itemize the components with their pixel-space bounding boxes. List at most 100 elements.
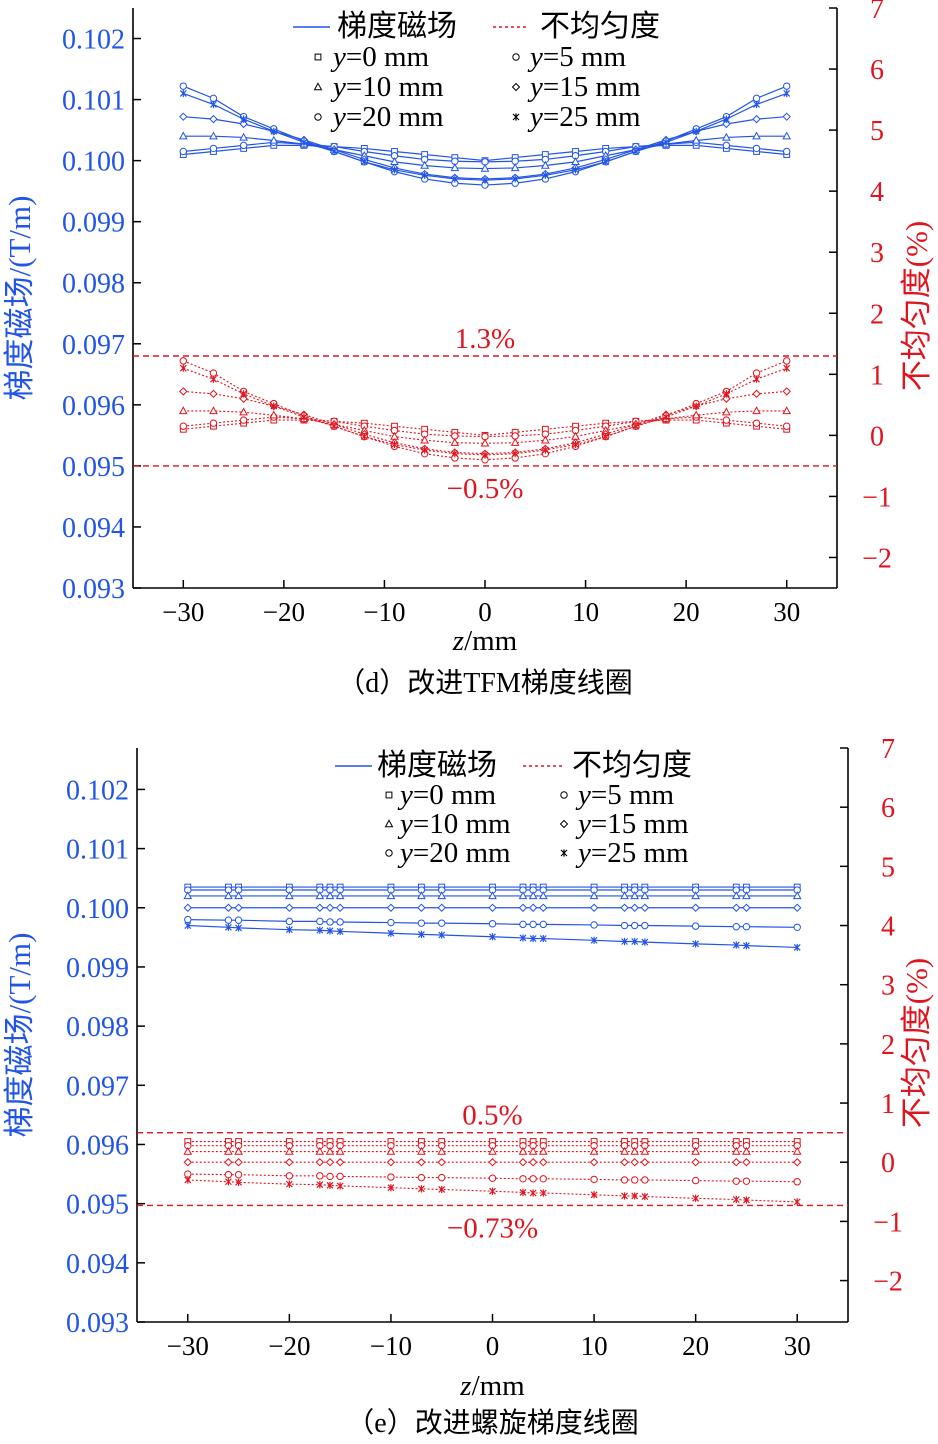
reference-line-label: −0.73% (447, 1212, 538, 1244)
nonuniformity-star-marker (632, 422, 640, 430)
nonuniformity-triangle-marker (782, 406, 792, 415)
field-hexagon-marker (793, 923, 801, 932)
nonuniformity-diamond-marker (518, 1158, 528, 1167)
right-y-tick-label: 7 (870, 0, 884, 25)
field-diamond-marker (732, 903, 741, 912)
legend-circle-marker (512, 53, 520, 61)
nonuniformity-star-marker (662, 413, 670, 421)
legend-series-variable: y (330, 71, 346, 103)
field-triangle-marker (209, 131, 218, 140)
nonuniformity-triangle-marker (691, 410, 701, 419)
field-star-marker (210, 100, 217, 109)
left-y-tick-label: 0.100 (66, 894, 129, 925)
field-hexagon-marker (752, 94, 761, 103)
left-y-tick-label: 0.096 (66, 1130, 129, 1161)
nonuniformity-star-marker (602, 432, 610, 441)
nonuniformity-series-4 (179, 357, 791, 464)
nonuniformity-diamond-marker (239, 394, 248, 403)
field-star-marker (417, 930, 425, 939)
nonuniformity-diamond-marker (325, 1158, 335, 1167)
legend-series-variable: y (397, 808, 413, 840)
right-y-tick-label: 5 (881, 852, 895, 883)
field-series-4 (179, 82, 791, 189)
field-hexagon-marker (631, 921, 639, 930)
field-diamond-marker (183, 903, 192, 912)
field-star-marker (336, 927, 344, 936)
field-triangle-marker (731, 891, 741, 900)
nonuniformity-star-marker (336, 1182, 344, 1190)
field-circle-marker (783, 147, 791, 156)
x-axis-title-variable: z (459, 1370, 471, 1402)
nonuniformity-star-marker (240, 390, 248, 398)
field-hexagon-marker (590, 921, 598, 929)
nonuniformity-hexagon-marker (209, 369, 218, 377)
nonuniformity-star-marker (783, 364, 791, 372)
field-star-marker (753, 100, 760, 109)
field-diamond-marker (589, 903, 599, 912)
field-series-1 (184, 886, 801, 894)
field-triangle-marker (742, 891, 751, 900)
nonuniformity-triangle-marker (437, 1146, 447, 1155)
field-triangle-marker (510, 163, 520, 172)
field-star-marker (529, 934, 537, 943)
nonuniformity-triangle-marker (234, 1146, 243, 1155)
field-hexagon-marker (316, 917, 324, 926)
nonuniformity-series-line (183, 416, 787, 438)
field-star-marker (481, 176, 489, 184)
field-triangle-marker (538, 891, 548, 900)
nonuniformity-triangle-marker (335, 1146, 345, 1155)
right-y-tick-label: 6 (881, 793, 895, 824)
field-star-marker (316, 926, 324, 934)
nonuniformity-star-marker (541, 446, 549, 454)
legend-dashed-label: 不均匀度 (572, 749, 692, 782)
nonuniformity-star-marker (539, 1189, 547, 1197)
legend-triangle-marker (384, 819, 394, 828)
nonuniformity-star-marker (481, 451, 489, 459)
x-axis-title: z/mm (452, 625, 518, 657)
nonuniformity-triangle-marker (792, 1146, 802, 1155)
nonuniformity-star-marker (438, 1185, 446, 1194)
nonuniformity-hexagon-marker (285, 1172, 294, 1180)
nonuniformity-diamond-marker (179, 387, 188, 396)
nonuniformity-diamond-marker (630, 1158, 639, 1167)
right-y-tick-label: 0 (870, 421, 884, 452)
legend-series-variable: y (330, 41, 346, 73)
nonuniformity-hexagon-marker (519, 1175, 527, 1183)
field-triangle-marker (752, 131, 761, 140)
legend-series-value: =0 mm (346, 41, 430, 73)
field-triangle-marker (325, 891, 335, 900)
left-y-tick-label: 0.099 (62, 208, 125, 239)
nonuniformity-triangle-marker (691, 1146, 700, 1155)
chart-panel-d: −30 −20 −10 0 10 20 300.0930.0940.0950.0960.09… (2, 0, 934, 699)
nonuniformity-star-marker (519, 1188, 527, 1197)
field-star-marker (692, 940, 700, 948)
field-hexagon-marker (326, 918, 334, 926)
nonuniformity-triangle-marker (325, 1146, 335, 1155)
field-series-2 (183, 891, 802, 900)
field-star-marker (539, 934, 547, 943)
nonuniformity-triangle-marker (224, 1146, 233, 1155)
field-star-marker (641, 938, 649, 946)
field-triangle-marker (792, 891, 802, 900)
right-y-tick-label: 3 (870, 238, 884, 269)
field-hexagon-marker (417, 919, 426, 927)
field-triangle-marker (234, 891, 243, 900)
field-star-marker (722, 115, 730, 123)
nonuniformity-triangle-marker (315, 1146, 325, 1155)
nonuniformity-hexagon-marker (691, 1176, 700, 1185)
legend-series-value: =10 mm (413, 808, 511, 840)
nonuniformity-star-marker (300, 413, 308, 421)
nonuniformity-hexagon-marker (539, 1175, 547, 1183)
nonuniformity-star-marker (572, 440, 579, 449)
right-y-tick-label: 1 (881, 1089, 895, 1120)
field-diamond-marker (630, 903, 639, 912)
nonuniformity-diamond-marker (335, 1158, 345, 1167)
field-hexagon-marker (224, 916, 233, 924)
nonuniformity-star-marker (529, 1189, 537, 1197)
legend-triangle-marker (313, 82, 323, 91)
legend-series-variable: y (575, 779, 591, 811)
field-star-marker (326, 927, 334, 935)
field-triangle-marker (640, 891, 650, 900)
nonuniformity-hexagon-marker (641, 1176, 649, 1184)
